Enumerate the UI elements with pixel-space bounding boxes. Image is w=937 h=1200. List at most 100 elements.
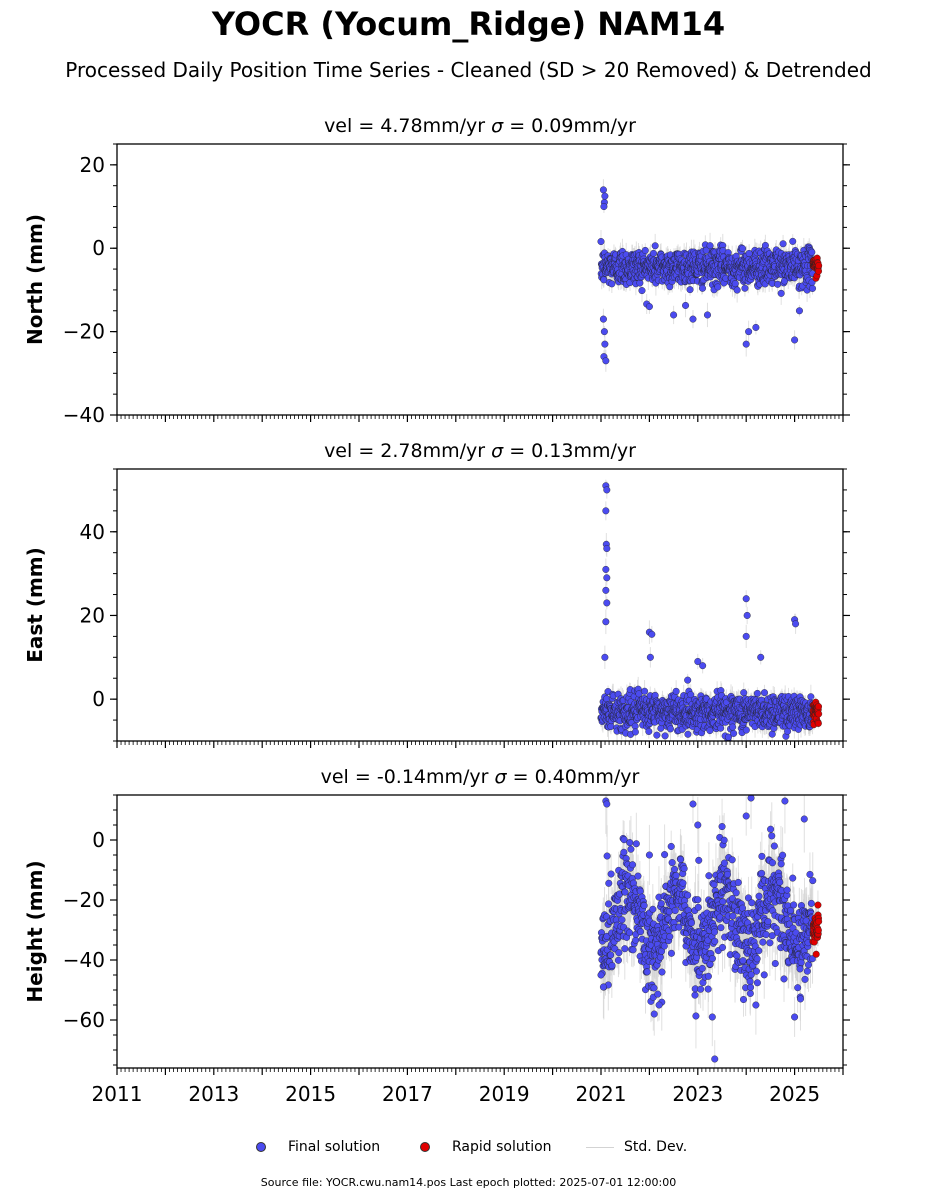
final-solution-point <box>641 246 649 254</box>
final-solution-point <box>600 328 608 336</box>
final-solution-point <box>650 249 658 257</box>
final-solution-point <box>742 632 750 640</box>
final-solution-point <box>752 323 760 331</box>
final-solution-point <box>694 657 702 665</box>
final-solution-point <box>661 732 669 740</box>
final-solution-point <box>753 689 761 697</box>
final-solution-point <box>795 307 803 315</box>
data-area <box>597 179 823 372</box>
y-axis-label: East (mm) <box>23 547 47 663</box>
final-solution-point <box>631 728 639 736</box>
final-solution-point <box>742 595 750 603</box>
final-solution-point <box>774 280 782 288</box>
rapid-solution-point <box>815 710 823 718</box>
final-solution-point <box>608 280 616 288</box>
final-solution-point <box>808 248 816 256</box>
y-tick-label: 0 <box>92 236 105 260</box>
final-solution-point <box>789 237 797 245</box>
final-solution-point <box>602 586 610 594</box>
final-solution-point <box>717 724 725 732</box>
final-solution-point <box>601 340 609 348</box>
data-area <box>597 479 823 741</box>
y-axis-label: North (mm) <box>23 214 47 345</box>
final-solution-point <box>731 280 739 288</box>
final-solution-point <box>603 599 611 607</box>
final-solution-point <box>603 574 611 582</box>
final-solution-point <box>602 357 610 365</box>
final-solution-point <box>689 315 697 323</box>
final-solution-point <box>602 618 610 626</box>
final-solution-point <box>714 283 722 291</box>
final-solution-point <box>807 693 815 701</box>
y-tick-label: −20 <box>63 320 105 344</box>
final-solution-point <box>740 689 748 697</box>
final-solution-point <box>686 286 694 294</box>
final-solution-point <box>603 486 611 494</box>
final-solution-point <box>733 286 741 294</box>
final-solution-point <box>635 690 643 698</box>
data-area <box>597 795 823 1068</box>
final-solution-point <box>601 192 609 200</box>
final-solution-point <box>777 289 785 297</box>
final-solution-point <box>809 284 817 292</box>
final-solution-point <box>602 507 610 515</box>
final-solution-point <box>699 284 707 292</box>
panel-title: vel = 4.78mm/yr σ = 0.09mm/yr <box>324 115 636 137</box>
final-solution-point <box>684 730 692 738</box>
y-tick-label: 40 <box>80 520 105 544</box>
final-solution-point <box>645 727 653 735</box>
final-solution-point <box>670 311 678 319</box>
final-solution-point <box>641 687 649 695</box>
final-solution-point <box>601 653 609 661</box>
final-solution-point <box>684 676 692 684</box>
y-tick-label: 0 <box>92 687 105 711</box>
final-solution-point <box>730 729 738 737</box>
panel-north: 20 0 −20 −40 vel = 4.78mm/yr σ = 0.09mm/yr No… <box>23 115 850 427</box>
final-solution-point <box>657 724 665 732</box>
final-solution-point <box>742 726 750 734</box>
final-solution-point <box>602 565 610 573</box>
final-solution-point <box>600 203 608 211</box>
final-solution-point <box>653 731 661 739</box>
final-solution-point <box>648 630 656 638</box>
final-solution-point <box>760 689 768 697</box>
final-solution-point <box>646 653 654 661</box>
final-solution-point <box>599 186 607 194</box>
page-subtitle: Processed Daily Position Time Series - C… <box>65 58 872 82</box>
page-title: YOCR (Yocum_Ridge) NAM14 <box>211 5 726 43</box>
final-solution-point <box>597 238 605 246</box>
final-solution-point <box>792 620 800 628</box>
final-solution-point <box>706 727 714 735</box>
final-solution-point <box>651 691 659 699</box>
final-solution-point <box>706 242 714 250</box>
y-tick-label: 20 <box>80 603 105 627</box>
final-solution-point <box>645 303 653 311</box>
final-solution-point <box>607 722 615 730</box>
final-solution-point <box>687 691 695 699</box>
final-solution-point <box>599 315 607 323</box>
final-solution-point <box>743 611 751 619</box>
final-solution-point <box>672 687 680 695</box>
final-solution-point <box>603 545 611 553</box>
final-solution-point <box>757 653 765 661</box>
final-solution-point <box>699 662 707 670</box>
final-solution-point <box>745 328 753 336</box>
panel-east: 40 20 0 vel = 2.78mm/yr σ = 0.13mm/yr East (… <box>23 440 850 748</box>
final-solution-point <box>682 301 690 309</box>
final-solution-point <box>666 725 674 733</box>
final-solution-point <box>768 730 776 738</box>
final-solution-point <box>779 240 787 248</box>
final-solution-point <box>791 336 799 344</box>
rapid-solution-point <box>814 719 822 727</box>
final-solution-point <box>703 311 711 319</box>
final-solution-point <box>638 287 646 295</box>
rapid-solution-point <box>815 262 823 270</box>
panel-title: vel = 2.78mm/yr σ = 0.13mm/yr <box>324 440 636 462</box>
final-solution-point <box>739 245 747 253</box>
final-solution-point <box>651 242 659 250</box>
final-solution-point <box>729 723 737 731</box>
y-tick-label: 20 <box>80 153 105 177</box>
rapid-solution-point <box>815 703 823 711</box>
